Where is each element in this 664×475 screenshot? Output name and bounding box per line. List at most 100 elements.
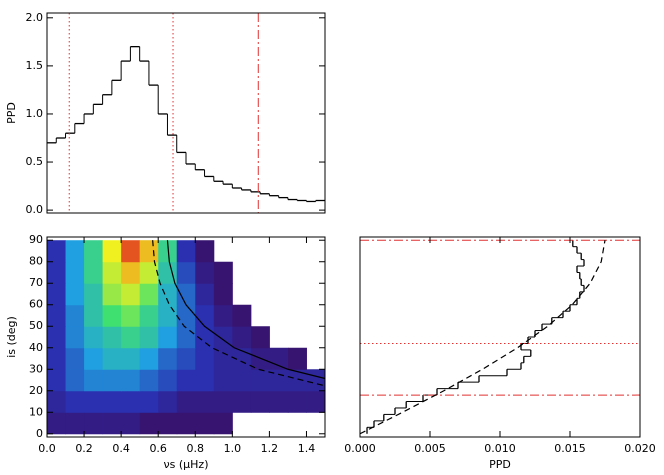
- density-cell: [65, 412, 85, 435]
- density-cell: [269, 283, 288, 305]
- density-cell: [288, 240, 307, 262]
- density-cell: [287, 347, 307, 370]
- density-cell: [176, 412, 196, 435]
- density-cell: [65, 240, 85, 263]
- density-cell: [158, 283, 178, 306]
- density-cell: [195, 261, 215, 284]
- density-cell: [176, 283, 196, 306]
- density-cell: [195, 390, 215, 413]
- density-cell: [269, 390, 289, 413]
- density-cell: [47, 326, 67, 349]
- density-cell: [102, 240, 122, 263]
- y-tick-label: 1.5: [26, 59, 44, 72]
- x-tick-label: 0.020: [624, 442, 656, 455]
- y-tick-label: 0.0: [26, 203, 44, 216]
- density-cell: [176, 369, 196, 392]
- density-cell: [195, 347, 215, 370]
- density-cell: [139, 240, 159, 263]
- density-cell: [121, 240, 141, 263]
- y-tick-label: 1.0: [26, 107, 44, 120]
- density-cell: [47, 347, 67, 370]
- density-cell: [195, 326, 215, 349]
- density-cell: [176, 390, 196, 413]
- density-cell: [251, 305, 270, 327]
- model-curve: [359, 240, 606, 435]
- y-tick-label: 80: [29, 255, 43, 268]
- density-cell: [232, 326, 252, 349]
- density-cell: [213, 369, 233, 392]
- density-cell: [288, 305, 307, 327]
- density-cell: [251, 240, 270, 262]
- y-axis-label: is (deg): [5, 316, 18, 358]
- density-cell: [176, 240, 196, 263]
- plot-frame: [46, 12, 326, 214]
- density-cell: [306, 390, 326, 413]
- y-tick-label: 20: [29, 384, 43, 397]
- density-cell: [102, 304, 122, 327]
- density-cell: [232, 283, 251, 305]
- density-cell: [195, 240, 215, 263]
- x-axis-label: νs (μHz): [164, 458, 209, 471]
- density-cell: [251, 283, 270, 305]
- density-cell: [213, 347, 233, 370]
- density-cell: [176, 304, 196, 327]
- x-tick-label: 1.0: [224, 442, 242, 455]
- density-cell: [213, 390, 233, 413]
- density-cell: [65, 347, 85, 370]
- density-cell: [176, 347, 196, 370]
- density-cell: [195, 412, 215, 435]
- density-cell: [250, 390, 270, 413]
- y-tick-label: 0.5: [26, 155, 44, 168]
- density-cell: [139, 390, 159, 413]
- density-cell: [195, 304, 215, 327]
- density-cell: [269, 326, 288, 348]
- model-curve: [152, 240, 326, 387]
- density-cell: [102, 390, 122, 413]
- density-cell: [269, 240, 288, 262]
- density-cell: [158, 390, 178, 413]
- density-cell: [158, 261, 178, 284]
- density-cell: [306, 305, 325, 327]
- density-cell: [84, 304, 104, 327]
- density-cell: [158, 304, 178, 327]
- y-tick-label: 70: [29, 276, 43, 289]
- density-cell: [84, 369, 104, 392]
- density-cell: [158, 369, 178, 392]
- density-cell: [121, 347, 141, 370]
- density-cell: [232, 262, 251, 284]
- density-cell: [158, 326, 178, 349]
- y-tick-label: 0: [36, 427, 43, 440]
- density-cell: [251, 262, 270, 284]
- density-cell: [65, 283, 85, 306]
- density-cell: [232, 304, 252, 327]
- density-cell: [288, 412, 307, 434]
- density-cell: [250, 369, 270, 392]
- density-cell: [232, 412, 251, 434]
- x-tick-label: 0.005: [414, 442, 446, 455]
- density-cell: [139, 347, 159, 370]
- plot-frame: [46, 236, 326, 438]
- x-tick-label: 1.2: [261, 442, 279, 455]
- density-cell: [84, 412, 104, 435]
- density-cell: [232, 369, 252, 392]
- density-cell: [288, 326, 307, 348]
- density-cell: [213, 261, 233, 284]
- density-cell: [306, 412, 325, 434]
- density-cell: [269, 347, 289, 370]
- density-cell: [158, 412, 178, 435]
- density-cell: [121, 283, 141, 306]
- y-tick-label: 40: [29, 341, 43, 354]
- y-tick-label: 60: [29, 298, 43, 311]
- density-cell: [102, 261, 122, 284]
- density-cell: [213, 412, 233, 435]
- density-cell: [213, 283, 233, 306]
- density-cell: [139, 283, 159, 306]
- density-cell: [306, 348, 325, 370]
- density-cell: [65, 304, 85, 327]
- density-cell: [47, 390, 67, 413]
- density-cell: [121, 326, 141, 349]
- density-cell: [47, 412, 67, 435]
- density-cell: [176, 261, 196, 284]
- density-cell: [47, 304, 67, 327]
- density-cell: [306, 283, 325, 305]
